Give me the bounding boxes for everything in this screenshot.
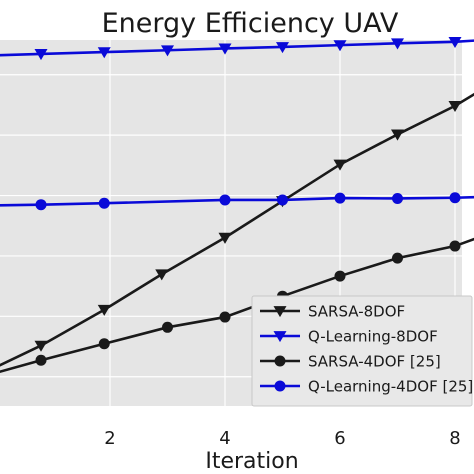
data-point-circle xyxy=(449,192,461,204)
legend-label: SARSA-4DOF [25] xyxy=(308,353,441,371)
data-point-circle xyxy=(392,192,403,204)
data-point-circle xyxy=(98,197,110,209)
data-point-triangle xyxy=(448,101,462,113)
data-point-circle xyxy=(98,338,110,350)
data-point-circle xyxy=(162,321,173,333)
legend-label: Q-Learning-8DOF xyxy=(308,328,438,346)
x-axis-ticks: 2 4 6 8 xyxy=(104,428,460,449)
data-point-triangle xyxy=(97,47,111,59)
data-point-triangle xyxy=(448,36,462,49)
data-point-circle xyxy=(219,194,231,206)
data-point-triangle xyxy=(155,269,169,281)
data-point-triangle xyxy=(333,40,347,52)
legend-item: Q-Learning-4DOF [25] xyxy=(260,378,473,396)
data-point-triangle xyxy=(391,38,404,50)
data-point-triangle xyxy=(34,340,48,352)
series-line xyxy=(0,92,474,367)
x-tick-label: 2 xyxy=(104,428,115,449)
data-point-triangle xyxy=(161,45,174,57)
legend-item: Q-Learning-8DOF xyxy=(260,328,438,346)
x-tick-label: 4 xyxy=(219,428,230,449)
legend-item: SARSA-4DOF [25] xyxy=(260,353,441,371)
data-point-triangle xyxy=(218,232,232,244)
data-point-triangle xyxy=(273,331,287,343)
legend-box xyxy=(251,295,473,407)
grid-lines xyxy=(0,40,462,406)
x-axis-label: Iteration xyxy=(205,449,298,474)
series-line xyxy=(0,39,474,57)
chart-title: Energy Efficiency UAV xyxy=(102,8,399,39)
data-point-circle xyxy=(277,194,288,206)
data-point-triangle xyxy=(218,43,232,55)
data-point-circle xyxy=(274,380,286,392)
data-point-circle xyxy=(334,192,346,204)
data-point-triangle xyxy=(97,304,111,316)
data-point-triangle xyxy=(391,129,404,141)
data-point-circle xyxy=(219,311,231,323)
legend-item: SARSA-8DOF xyxy=(260,303,405,321)
data-point-triangle xyxy=(276,42,289,54)
x-tick-label: 8 xyxy=(449,428,460,449)
data-point-circle xyxy=(334,270,346,282)
legend-label: Q-Learning-4DOF [25] xyxy=(308,378,473,396)
data-point-circle xyxy=(35,199,47,211)
series-4 xyxy=(0,192,474,211)
data-point-circle xyxy=(392,252,403,264)
data-point-triangle xyxy=(273,306,287,318)
x-tick-label: 6 xyxy=(334,428,345,449)
legend: SARSA-8DOF Q-Learning-8DOF SARSA-4DOF [25]… xyxy=(251,295,473,407)
data-point-triangle xyxy=(34,49,48,61)
data-point-triangle xyxy=(333,159,347,171)
data-point-circle xyxy=(35,354,47,366)
legend-label: SARSA-8DOF xyxy=(308,303,405,321)
data-point-circle xyxy=(274,355,286,367)
series-2 xyxy=(0,36,474,61)
data-point-circle xyxy=(449,240,461,252)
